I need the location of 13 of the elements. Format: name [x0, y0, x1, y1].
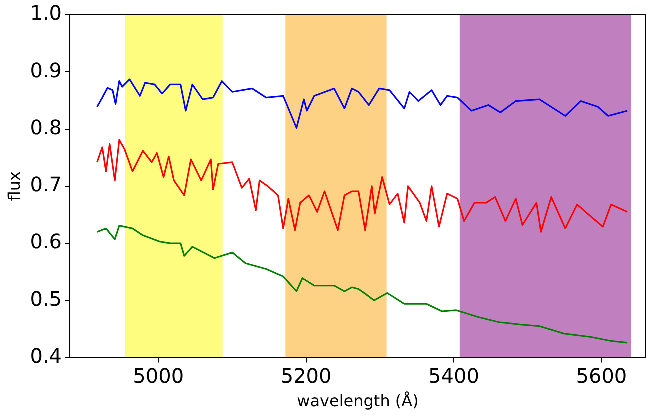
y-tick-label: 0.9: [30, 58, 62, 82]
y-tick-label: 0.7: [30, 172, 62, 197]
y-tick-label: 0.6: [30, 230, 62, 254]
y-tick-label: 0.5: [30, 286, 62, 311]
x-axis-title: wavelength (Å): [297, 392, 419, 411]
x-tick-label: 5200: [280, 364, 332, 388]
y-tick-label: 1.0: [30, 1, 62, 26]
x-tick-label: 5600: [576, 364, 628, 388]
y-axis-title: flux: [4, 172, 24, 202]
y-tick-label: 0.4: [30, 344, 62, 368]
x-tick-label: 5400: [428, 364, 480, 388]
y-tick-label: 0.8: [30, 115, 62, 140]
x-tick-label: 5000: [133, 364, 184, 388]
